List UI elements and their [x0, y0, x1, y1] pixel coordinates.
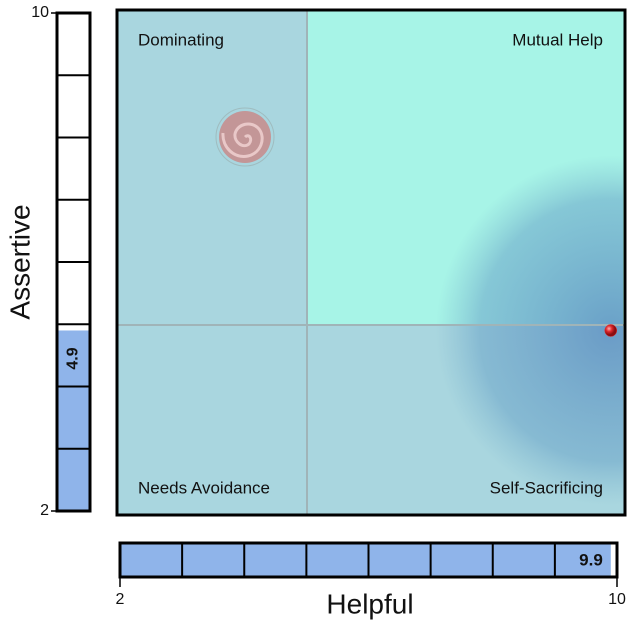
helpful-value-label: 9.9: [579, 550, 603, 569]
assertive-gauge-fill: [57, 330, 90, 511]
data-point: [604, 324, 618, 337]
assertive-value-label: 4.9: [65, 347, 82, 369]
x-tick-label: 2: [116, 591, 125, 608]
y-tick-label: 2: [40, 502, 49, 519]
x-axis-label: Helpful: [326, 588, 413, 619]
plot-area: Dominating Mutual Help Needs Avoidance S…: [115, 8, 627, 517]
quadrant-label: Dominating: [138, 30, 224, 49]
plot-border: [115, 8, 627, 517]
helpful-gauge-fill: [120, 543, 611, 577]
quadrant-label: Needs Avoidance: [138, 478, 270, 497]
y-axis-label: Assertive: [4, 204, 35, 319]
y-tick-label: 10: [31, 4, 49, 21]
gauge-border: [118, 541, 619, 579]
x-tick-label: 10: [608, 591, 626, 608]
gauge-border: [55, 11, 92, 513]
influence-glow: [435, 155, 623, 506]
spiral-icon: [215, 107, 275, 167]
quadrant-label: Mutual Help: [512, 30, 603, 49]
quadrant-label: Self-Sacrificing: [490, 478, 603, 497]
